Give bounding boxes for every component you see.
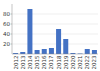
grid-line: [12, 44, 98, 45]
y-axis-line: [12, 4, 13, 54]
grid: [12, 14, 98, 44]
bar: [42, 49, 47, 54]
grid-line: [12, 24, 98, 25]
bar: [27, 9, 32, 54]
y-tick-label: 40: [3, 31, 10, 37]
x-tick-label: 2018: [56, 55, 62, 69]
y-tick: [11, 14, 13, 15]
bar: [56, 29, 61, 54]
x-tick-label: 2021: [77, 56, 83, 70]
y-tick-label: 60: [3, 21, 10, 27]
x-tick-label: 2016: [41, 55, 47, 69]
bar: [63, 39, 68, 54]
y-tick: [11, 34, 13, 35]
x-tick-label: 2012: [13, 56, 19, 70]
bar: [92, 50, 97, 54]
y-tick: [11, 44, 13, 45]
bars: [13, 9, 97, 54]
x-tick-label: 2023: [91, 55, 97, 69]
chart-container: 20 40 60 80 20122013201420152016201720182019…: [0, 0, 100, 71]
x-tick-label: 2022: [84, 56, 90, 70]
grid-line: [12, 14, 98, 15]
x-tick-label: 2017: [48, 55, 54, 69]
y-tick-label: 20: [3, 41, 10, 47]
y-tick-label: 80: [3, 11, 10, 17]
bar: [35, 50, 40, 54]
x-tick-label: 2015: [34, 55, 40, 69]
x-tick-label: 2013: [20, 55, 26, 69]
bar: [20, 52, 25, 54]
bar: [85, 49, 90, 54]
x-axis-line: [12, 54, 98, 55]
y-tick: [11, 24, 13, 25]
x-tick-label: 2020: [70, 55, 76, 69]
chart: 20 40 60 80 20122013201420152016201720182019…: [0, 0, 100, 71]
x-tick-label: 2014: [27, 55, 33, 69]
grid-line: [12, 34, 98, 35]
y-ticks: 20 40 60 80: [3, 11, 12, 47]
bar: [49, 48, 54, 54]
x-tick-label: 2019: [63, 55, 69, 69]
x-ticks: 2012201320142015201620172018201920202021…: [13, 55, 98, 69]
